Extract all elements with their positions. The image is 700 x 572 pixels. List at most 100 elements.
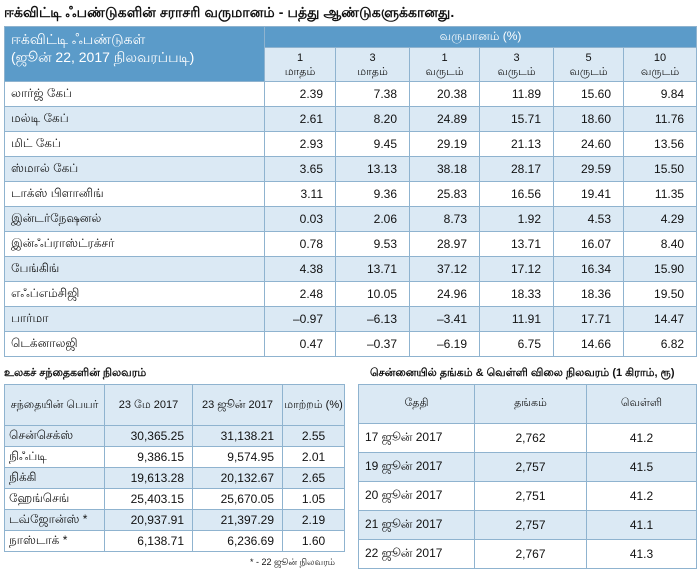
silver-header: வெள்ளி [586, 384, 697, 424]
return-value: 15.90 [622, 256, 698, 282]
period-unit: வருடம் [497, 65, 536, 78]
return-value: 8.20 [335, 106, 410, 132]
fund-row: பேங்கிங் 4.38 13.71 37.12 17.12 16.34 15.90 [4, 256, 698, 282]
may-value: 19,613.28 [104, 467, 193, 489]
return-value: 24.96 [409, 281, 480, 307]
change-value: 2.65 [282, 467, 345, 489]
gold-price: 2,757 [474, 452, 587, 482]
return-value: –6.19 [409, 331, 480, 357]
june-header: 23 ஜூன் 2017 [192, 384, 283, 426]
world-markets-table: சந்தையின் பெயர் 23 மே 2017 23 ஜூன் 2017 … [4, 384, 345, 552]
may-value: 30,365.25 [104, 425, 193, 447]
market-rows: சென்செக்ஸ் 30,365.25 31,138.21 2.55 நிஃப்டி 9… [4, 425, 345, 552]
return-value: 16.56 [479, 181, 554, 207]
market-row: ஹேங்செங் 25,403.15 25,670.05 1.05 [4, 488, 345, 510]
return-value: 9.45 [335, 131, 410, 157]
return-value: 16.07 [553, 231, 624, 257]
change-value: 2.01 [282, 446, 345, 468]
return-value: 28.97 [409, 231, 480, 257]
return-value: 13.71 [335, 256, 410, 282]
return-value: 10.05 [335, 281, 410, 307]
return-value: 29.19 [409, 131, 480, 157]
period-unit: மாதம் [284, 65, 316, 78]
market-row: சென்செக்ஸ் 30,365.25 31,138.21 2.55 [4, 425, 345, 447]
period-header: 10 வருடம் [622, 47, 698, 82]
return-value: 3.11 [264, 181, 336, 207]
return-value: 11.35 [622, 181, 698, 207]
return-value: 9.53 [335, 231, 410, 257]
gold-row: 22 ஜூன் 2017 2,767 41.3 [358, 539, 697, 569]
change-header: மாற்றம் (%) [282, 384, 345, 426]
return-value: 6.82 [622, 331, 698, 357]
fund-row: எஃப்எம்சிஜி 2.48 10.05 24.96 18.33 18.36 19.50 [4, 281, 698, 307]
fund-row: லார்ஜ் கேப் 2.39 7.38 20.38 11.89 15.60 9.84 [4, 81, 698, 107]
price-date: 20 ஜூன் 2017 [358, 481, 475, 511]
change-value: 1.05 [282, 488, 345, 510]
fund-category-name: மல்டி கேப் [4, 106, 265, 132]
return-value: –3.41 [409, 306, 480, 332]
market-name: சென்செக்ஸ் [4, 425, 105, 447]
gold-row: 17 ஜூன் 2017 2,762 41.2 [358, 423, 697, 453]
gold-price: 2,762 [474, 423, 587, 453]
return-value: 13.56 [622, 131, 698, 157]
fund-row: இன்டர்நேஷனல் 0.03 2.06 8.73 1.92 4.53 4.29 [4, 206, 698, 232]
fund-category-name: இன்டர்நேஷனல் [4, 206, 265, 232]
period-header: 3 மாதம் [335, 47, 410, 82]
period-count: 1 [441, 51, 448, 64]
markets-section-label: உலகச் சந்தைகளின் நிலவரம் [4, 367, 147, 379]
period-unit: வருடம் [425, 65, 464, 78]
gold-price: 2,767 [474, 539, 587, 569]
fund-row: பார்மா –0.97 –6.13 –3.41 11.91 17.71 14.47 [4, 306, 698, 332]
return-value: 17.71 [553, 306, 624, 332]
return-value: 13.71 [479, 231, 554, 257]
return-value: 15.50 [622, 156, 698, 182]
price-date: 19 ஜூன் 2017 [358, 452, 475, 482]
may-value: 20,937.91 [104, 509, 193, 531]
return-value: 14.47 [622, 306, 698, 332]
fund-row: மிட் கேப் 2.93 9.45 29.19 21.13 24.60 13.56 [4, 131, 698, 157]
return-value: 8.73 [409, 206, 480, 232]
silver-price: 41.2 [586, 481, 697, 511]
may-header: 23 மே 2017 [104, 384, 193, 426]
return-value: 16.34 [553, 256, 624, 282]
period-count: 5 [585, 51, 592, 64]
gold-row: 20 ஜூன் 2017 2,751 41.2 [358, 481, 697, 511]
silver-price: 41.1 [586, 510, 697, 540]
fund-category-name: இன்ஃப்ராஸ்ட்ரக்சர் [4, 231, 265, 257]
date-header: தேதி [358, 384, 475, 424]
gold-header-row: தேதி தங்கம் வெள்ளி [358, 384, 697, 424]
fund-category-name: பார்மா [4, 306, 265, 332]
return-value: 9.84 [622, 81, 698, 107]
june-value: 6,236.69 [192, 530, 283, 552]
gold-silver-table: தேதி தங்கம் வெள்ளி 17 ஜூன் 2017 2,762 41.2… [358, 384, 697, 569]
period-unit: மாதம் [357, 65, 388, 78]
return-value: –0.97 [264, 306, 336, 332]
june-value: 9,574.95 [192, 446, 283, 468]
return-value: 11.91 [479, 306, 554, 332]
fund-rows: லார்ஜ் கேப் 2.39 7.38 20.38 11.89 15.60 9.84 மல… [4, 81, 698, 357]
return-value: 7.38 [335, 81, 410, 107]
fund-category-name: ஸ்மால் கேப் [4, 156, 265, 182]
page-title: ஈக்விட்டி ஃபண்டுகளின் சராசரி வருமானம் - … [4, 4, 455, 20]
return-value: 3.65 [264, 156, 336, 182]
return-value: 18.60 [553, 106, 624, 132]
return-value: 0.47 [264, 331, 336, 357]
return-value: 38.18 [409, 156, 480, 182]
fund-category-name: டெக்னாலஜி [4, 331, 265, 357]
period-unit: வருடம் [640, 65, 680, 78]
return-value: 9.36 [335, 181, 410, 207]
fund-category-name: பேங்கிங் [4, 256, 265, 282]
period-count: 10 [653, 51, 667, 64]
price-date: 22 ஜூன் 2017 [358, 539, 475, 569]
period-count: 3 [513, 51, 520, 64]
fund-header-title: ஈக்விட்டி ஃபண்டுகள் [11, 31, 146, 47]
market-name: டவ்ஜோன்ஸ் * [4, 509, 105, 531]
returns-header: வருமானம் (%) [263, 26, 698, 48]
gold-rows: 17 ஜூன் 2017 2,762 41.2 19 ஜூன் 2017 2,757 41… [358, 423, 697, 569]
may-value: 25,403.15 [104, 488, 193, 510]
market-row: டவ்ஜோன்ஸ் * 20,937.91 21,397.29 2.19 [4, 509, 345, 531]
return-value: 28.17 [479, 156, 554, 182]
return-value: 2.06 [335, 206, 410, 232]
return-value: –0.37 [335, 331, 410, 357]
fund-category-name: எஃப்எம்சிஜி [4, 281, 265, 307]
